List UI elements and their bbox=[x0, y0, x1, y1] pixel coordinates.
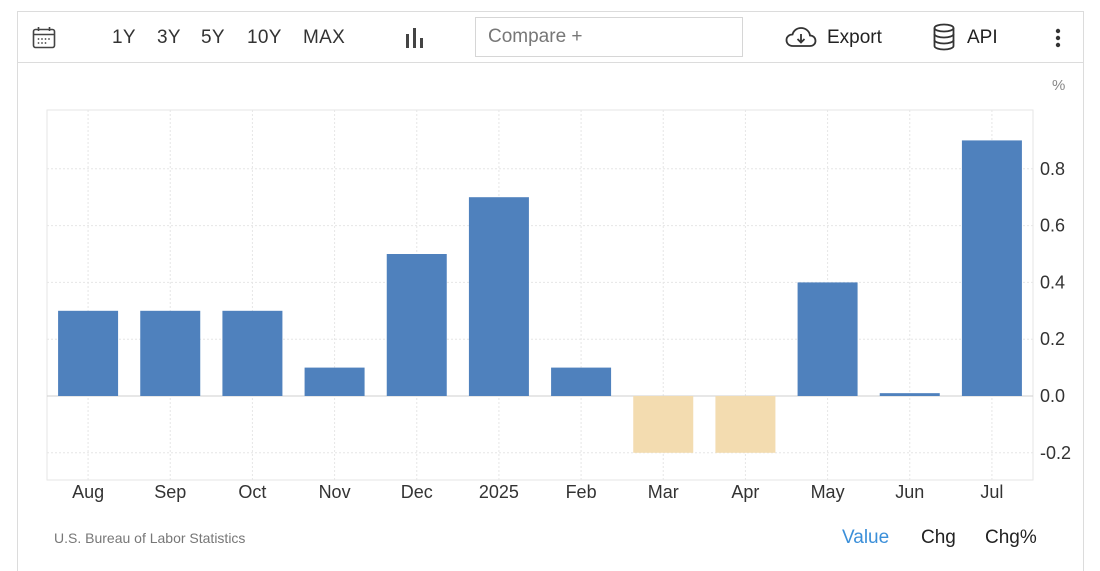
bar-nov bbox=[304, 367, 365, 396]
toggle-chg[interactable]: Chg bbox=[921, 527, 956, 548]
x-tick-label: Apr bbox=[731, 482, 759, 502]
y-tick-label: 0.4 bbox=[1040, 272, 1065, 292]
toggle-chg-pct[interactable]: Chg% bbox=[985, 527, 1037, 548]
plot-area bbox=[46, 109, 1034, 481]
bar-dec bbox=[386, 254, 447, 396]
bar-apr bbox=[715, 396, 776, 453]
x-tick-label: Aug bbox=[72, 482, 104, 502]
export-button[interactable]: Export bbox=[827, 27, 882, 48]
bar-may bbox=[797, 282, 858, 396]
bar-jun bbox=[879, 393, 940, 396]
api-button[interactable]: API bbox=[967, 27, 998, 48]
range-3y-button[interactable]: 3Y bbox=[157, 27, 181, 48]
range-10y-button[interactable]: 10Y bbox=[247, 27, 282, 48]
toggle-value[interactable]: Value bbox=[842, 527, 890, 548]
y-tick-label: 0.8 bbox=[1040, 159, 1065, 179]
x-tick-label: Nov bbox=[319, 482, 351, 502]
bar-chart-icon[interactable] bbox=[405, 27, 425, 54]
range-5y-button[interactable]: 5Y bbox=[201, 27, 225, 48]
x-tick-label: May bbox=[811, 482, 845, 502]
more-vertical-icon[interactable] bbox=[1055, 28, 1061, 53]
y-tick-label: 0.2 bbox=[1040, 329, 1065, 349]
chart-toolbar: 1Y 3Y 5Y 10Y MAX Export API bbox=[17, 11, 1084, 63]
y-tick-label: -0.2 bbox=[1040, 443, 1071, 463]
x-tick-label: Dec bbox=[401, 482, 433, 502]
bar-oct bbox=[222, 310, 283, 396]
x-tick-label: 2025 bbox=[479, 482, 519, 502]
x-tick-label: Sep bbox=[154, 482, 186, 502]
x-tick-label: Mar bbox=[648, 482, 679, 502]
bar-chart: 0.8 0.6 0.4 0.2 0.0 -0.2 Aug Sep Oct Nov Dec 2025 Fe… bbox=[46, 109, 1071, 502]
bar-aug bbox=[58, 310, 119, 396]
source-label: U.S. Bureau of Labor Statistics bbox=[54, 530, 246, 546]
bar-jul bbox=[961, 140, 1022, 396]
range-max-button[interactable]: MAX bbox=[303, 27, 346, 48]
cloud-download-icon[interactable] bbox=[785, 26, 817, 55]
x-tick-label: Jun bbox=[895, 482, 924, 502]
x-tick-label: Feb bbox=[566, 482, 597, 502]
database-icon[interactable] bbox=[933, 23, 955, 56]
x-tick-label: Oct bbox=[238, 482, 266, 502]
compare-input[interactable] bbox=[475, 17, 743, 57]
range-1y-button[interactable]: 1Y bbox=[112, 27, 136, 48]
bar-2025 bbox=[468, 197, 529, 396]
unit-label: % bbox=[1052, 77, 1066, 94]
bar-feb bbox=[551, 367, 612, 396]
calendar-icon[interactable] bbox=[32, 26, 56, 55]
y-tick-label: 0.6 bbox=[1040, 216, 1065, 236]
x-tick-label: Jul bbox=[980, 482, 1003, 502]
bar-mar bbox=[633, 396, 694, 453]
y-tick-label: 0.0 bbox=[1040, 386, 1065, 406]
bar-sep bbox=[140, 310, 201, 396]
